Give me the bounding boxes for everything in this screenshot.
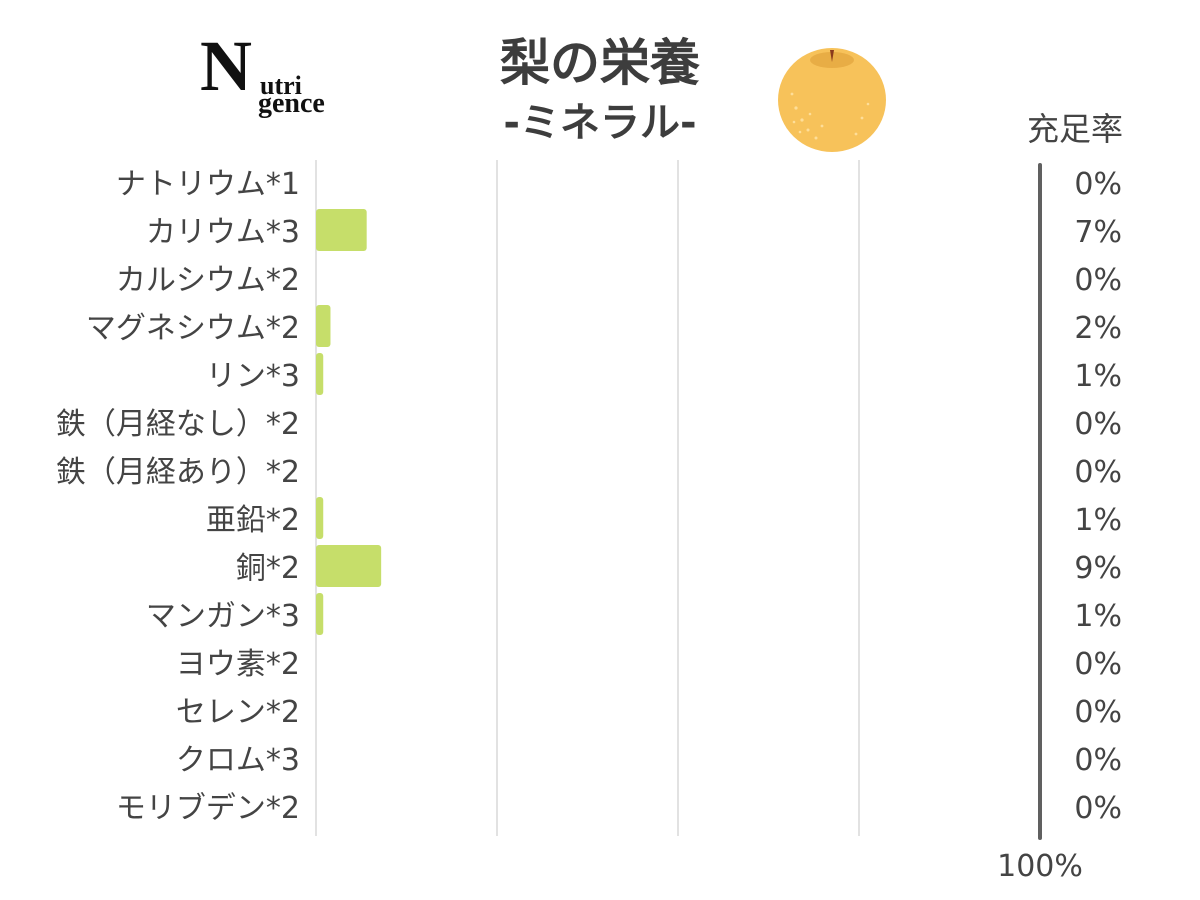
category-label: 鉄（月経なし）*2 bbox=[56, 407, 300, 442]
category-label: マグネシウム*2 bbox=[86, 311, 300, 346]
value-label: 0% bbox=[1074, 743, 1122, 778]
category-label: カルシウム*2 bbox=[116, 263, 300, 298]
category-label: クロム*3 bbox=[176, 743, 300, 778]
category-label: マンガン*3 bbox=[146, 599, 300, 634]
category-label: ナトリウム*1 bbox=[116, 167, 300, 202]
value-label: 2% bbox=[1074, 311, 1122, 346]
reference-line-label: 100% bbox=[997, 849, 1083, 884]
category-label: 亜鉛*2 bbox=[206, 503, 300, 538]
bar bbox=[316, 353, 324, 395]
value-label: 0% bbox=[1074, 263, 1122, 298]
bar bbox=[316, 209, 367, 251]
value-label: 1% bbox=[1074, 359, 1122, 394]
category-label: リン*3 bbox=[206, 359, 300, 394]
category-label: ヨウ素*2 bbox=[176, 647, 300, 682]
value-label: 0% bbox=[1074, 407, 1122, 442]
bar bbox=[316, 545, 382, 587]
value-label: 1% bbox=[1074, 599, 1122, 634]
nutrigence-logo: N utri gence bbox=[200, 26, 370, 138]
bar bbox=[316, 593, 324, 635]
category-label: セレン*2 bbox=[176, 695, 300, 730]
logo-letter-n: N bbox=[200, 28, 252, 106]
value-label: 0% bbox=[1074, 167, 1122, 202]
chart-subtitle: -ミネラル- bbox=[503, 100, 697, 146]
value-label: 0% bbox=[1074, 695, 1122, 730]
category-label: 鉄（月経あり）*2 bbox=[56, 455, 300, 490]
bar bbox=[316, 305, 331, 347]
pear-icon bbox=[772, 38, 892, 154]
value-label: 0% bbox=[1074, 455, 1122, 490]
category-label: モリブデン*2 bbox=[116, 791, 300, 826]
logo-text-line1: utri bbox=[260, 71, 302, 100]
bar bbox=[316, 497, 324, 539]
value-label: 7% bbox=[1074, 215, 1122, 250]
value-label: 9% bbox=[1074, 551, 1122, 586]
fulfillment-rate-header: 充足率 bbox=[1026, 110, 1123, 148]
value-label: 1% bbox=[1074, 503, 1122, 538]
value-label: 0% bbox=[1074, 791, 1122, 826]
category-label: 銅*2 bbox=[236, 551, 300, 586]
category-label: カリウム*3 bbox=[146, 215, 300, 250]
chart-title: 梨の栄養 bbox=[500, 34, 700, 92]
logo-text-line2: gence bbox=[258, 88, 325, 119]
value-label: 0% bbox=[1074, 647, 1122, 682]
